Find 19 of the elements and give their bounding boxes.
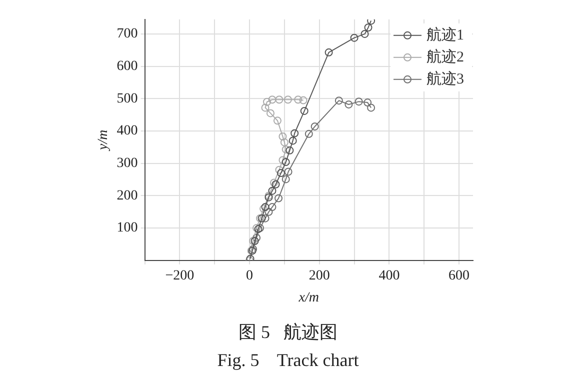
x-axis-title: x/m bbox=[298, 290, 320, 306]
y-axis-title: y/m bbox=[96, 130, 112, 152]
x-tick-label: 0 bbox=[246, 268, 254, 284]
legend-label: 航迹2 bbox=[426, 48, 464, 66]
y-tick-label: 600 bbox=[116, 58, 138, 74]
x-tick-label: 600 bbox=[448, 268, 470, 284]
x-tick-label: 400 bbox=[378, 268, 400, 284]
y-tick-label: 500 bbox=[116, 91, 138, 106]
caption: 图 5 航迹图 bbox=[238, 321, 338, 344]
caption: Fig. 5 Track chart bbox=[216, 350, 360, 371]
y-tick-label: 300 bbox=[116, 156, 138, 172]
legend-label: 航迹1 bbox=[426, 26, 464, 44]
y-tick-label: 400 bbox=[116, 124, 138, 139]
x-tick-label: 200 bbox=[308, 268, 330, 284]
y-tick-label: 700 bbox=[116, 26, 138, 42]
legend-label: 航迹3 bbox=[426, 70, 464, 88]
y-tick-label: 200 bbox=[116, 188, 138, 204]
x-tick-label: −200 bbox=[165, 268, 194, 284]
y-tick-label: 100 bbox=[116, 220, 138, 236]
